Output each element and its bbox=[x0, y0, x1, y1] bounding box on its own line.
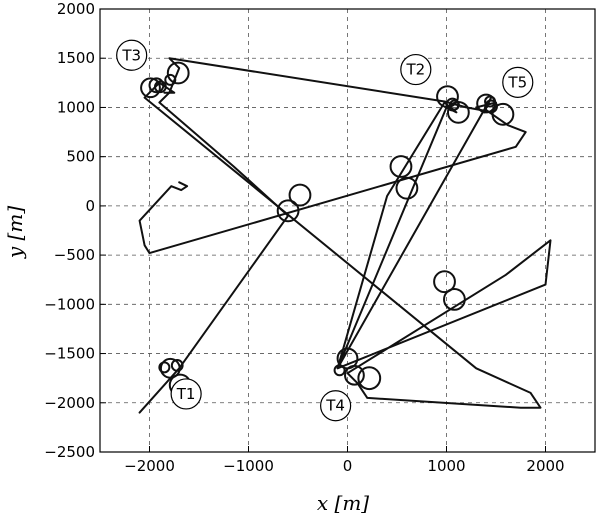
y-tick-label: 1000 bbox=[57, 98, 95, 116]
target-marker-t2: T2 bbox=[400, 53, 432, 86]
loiter-loop bbox=[448, 99, 460, 111]
target-label: T4 bbox=[325, 397, 345, 415]
loiter-loop bbox=[357, 366, 382, 391]
loiter-loop bbox=[484, 95, 497, 108]
y-tick-label: −500 bbox=[54, 246, 95, 264]
target-circle bbox=[400, 53, 432, 86]
loiter-loop bbox=[140, 77, 161, 99]
loiter-loop bbox=[153, 80, 167, 94]
loiter-loop bbox=[164, 73, 177, 86]
loiter-loop bbox=[491, 102, 515, 126]
loiter-loop bbox=[433, 270, 456, 294]
loiter-loop bbox=[158, 361, 171, 374]
x-tick-label: −2000 bbox=[124, 457, 175, 475]
y-tick-label: 0 bbox=[85, 197, 95, 215]
loiter-loop bbox=[443, 288, 466, 311]
target-label: T1 bbox=[176, 385, 196, 403]
loiter-loop bbox=[395, 176, 419, 200]
trajectory-path-2 bbox=[143, 81, 552, 409]
loiter-loop bbox=[170, 358, 184, 372]
target-label: T3 bbox=[121, 46, 141, 64]
target-label: T5 bbox=[507, 73, 527, 91]
target-marker-t5: T5 bbox=[502, 66, 534, 98]
loiter-loop bbox=[148, 77, 165, 94]
x-tick-label: −1000 bbox=[223, 457, 274, 475]
target-circle bbox=[170, 378, 202, 410]
y-tick-label: 2000 bbox=[57, 0, 95, 18]
trajectory-paths bbox=[138, 57, 552, 414]
y-tick-label: 500 bbox=[66, 148, 95, 166]
x-tick-label: 2000 bbox=[526, 457, 564, 475]
x-tick-label: 1000 bbox=[427, 457, 465, 475]
loiter-loop bbox=[333, 364, 346, 377]
y-tick-label: 1500 bbox=[57, 49, 95, 67]
target-circle bbox=[502, 66, 534, 98]
y-tick-label: −2000 bbox=[44, 394, 95, 412]
target-markers: T1 T2 T3 T4 T5 bbox=[116, 39, 534, 422]
y-tick-label: −1500 bbox=[44, 345, 95, 363]
target-marker-t1: T1 bbox=[170, 378, 202, 410]
x-axis-title: x [m] bbox=[317, 491, 369, 515]
target-label: T2 bbox=[405, 61, 425, 79]
y-tick-label: −2500 bbox=[44, 443, 95, 461]
loiter-loop bbox=[276, 199, 300, 223]
loiter-loop bbox=[389, 155, 413, 178]
loiter-loop bbox=[344, 364, 365, 386]
loiter-loop bbox=[288, 183, 312, 207]
target-marker-t3: T3 bbox=[116, 39, 148, 71]
y-axis-title: y [m] bbox=[3, 206, 27, 259]
target-marker-t4: T4 bbox=[320, 390, 352, 422]
target-circle bbox=[116, 39, 148, 71]
x-tick-label: 0 bbox=[343, 457, 353, 475]
target-circle bbox=[320, 390, 352, 422]
axis-ticks: −2000 −1000 0 1000 2000 2000 1500 1000 500 0 −500 −… bbox=[44, 0, 564, 475]
loiter-loop bbox=[166, 61, 190, 85]
loiter-loop bbox=[159, 357, 181, 379]
y-tick-label: −1000 bbox=[44, 295, 95, 313]
